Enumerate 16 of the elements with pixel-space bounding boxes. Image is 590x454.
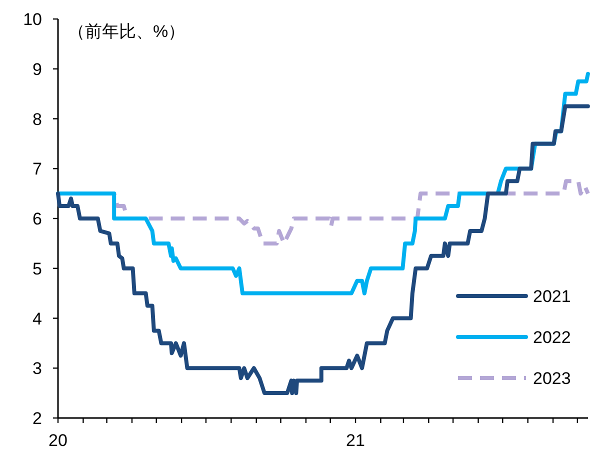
- y-tick-label: 3: [32, 359, 42, 378]
- line-series: [56, 104, 590, 396]
- legend-label: 2021: [533, 287, 571, 306]
- y-tick-label: 4: [32, 309, 42, 328]
- y-tick-label: 7: [32, 160, 42, 179]
- legend-label: 2022: [533, 328, 571, 347]
- y-tick-label: 6: [32, 210, 42, 228]
- x-tick-label: 20: [48, 431, 68, 450]
- x-tick-label: 21: [346, 431, 365, 450]
- y-tick-label: 10: [23, 10, 42, 29]
- y-tick-label: 2: [32, 409, 42, 428]
- y-tick-label: 9: [32, 60, 42, 79]
- y-axis-title: （前年比、%）: [68, 22, 186, 41]
- legend-label: 2023: [533, 369, 571, 388]
- y-tick-label: 5: [32, 259, 42, 278]
- y-tick-label: 8: [32, 110, 42, 129]
